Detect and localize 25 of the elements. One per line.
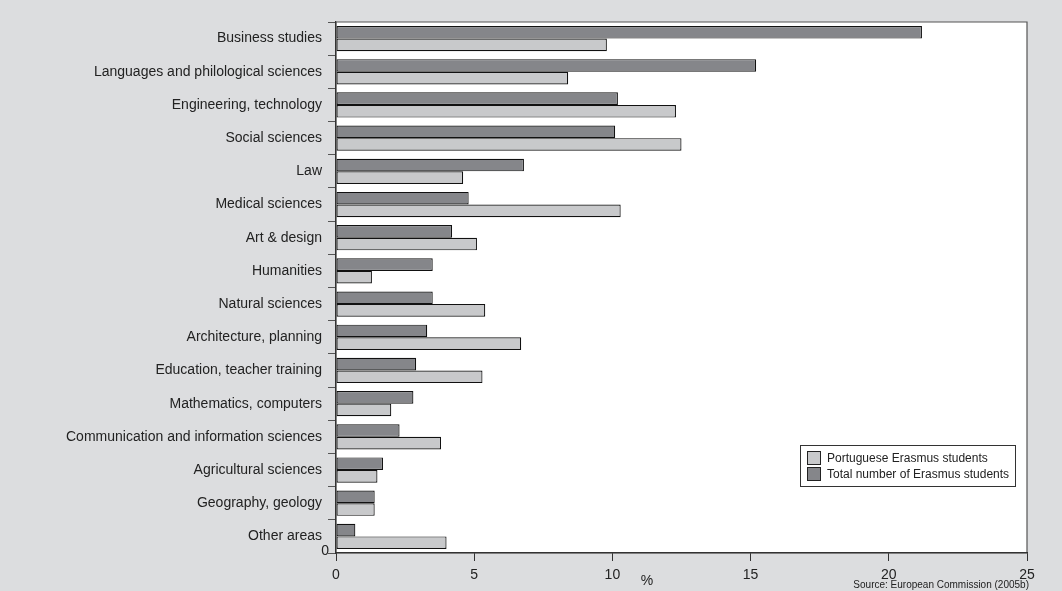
x-tick-label: 0: [332, 566, 341, 583]
x-tick-label: 5: [470, 566, 479, 583]
x-tick-label: 15: [742, 566, 759, 583]
legend-label: Portuguese Erasmus students: [827, 451, 988, 465]
y-tick-label: Law: [296, 162, 323, 179]
legend-label: Total number of Erasmus students: [827, 467, 1010, 481]
x-tick-label: 10: [604, 566, 621, 583]
y-tick-label: Other areas: [248, 527, 322, 544]
y-tick-label: Mathematics, computers: [169, 394, 322, 411]
text: 0: [321, 541, 330, 558]
y-tick-label: Medical sciences: [215, 195, 322, 212]
y-tick-label: Business studies: [216, 29, 322, 46]
y-tick-label: Agricultural sciences: [193, 460, 322, 477]
y-tick-label: Geography, geology: [196, 494, 322, 511]
y-tick-label: Natural sciences: [218, 294, 322, 311]
y-tick-label: Communication and information sciences: [65, 427, 322, 444]
source-note: Source: European Commission (2005b): [853, 578, 1029, 590]
y-tick-label: Art & design: [245, 228, 322, 245]
y-tick-label: Languages and philological sciences: [93, 62, 322, 79]
y-tick-label: Engineering, technology: [171, 95, 322, 112]
x-axis-title: %: [640, 571, 654, 588]
y-tick-label: Humanities: [251, 261, 322, 278]
y-tick-label: Education, teacher training: [155, 361, 322, 378]
y-tick-label: Social sciences: [225, 129, 322, 146]
y-tick-label: Architecture, planning: [186, 328, 322, 345]
